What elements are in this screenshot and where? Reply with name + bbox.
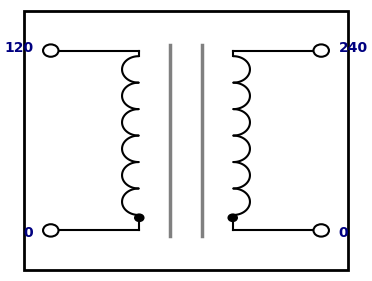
Circle shape	[135, 214, 144, 221]
Text: 120: 120	[4, 41, 33, 55]
Text: 0: 0	[339, 226, 349, 240]
Text: 240: 240	[339, 41, 368, 55]
Circle shape	[43, 44, 58, 57]
Circle shape	[314, 224, 329, 237]
Circle shape	[314, 44, 329, 57]
Circle shape	[43, 224, 58, 237]
Text: 0: 0	[23, 226, 33, 240]
Circle shape	[228, 214, 237, 221]
